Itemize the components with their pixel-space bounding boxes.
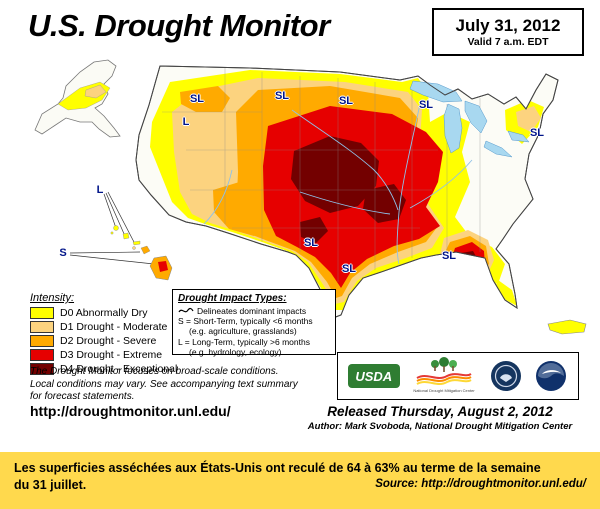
ndmc-logo-caption: National Drought Mitigation Center <box>414 388 476 393</box>
ndmc-logo: National Drought Mitigation Center <box>414 357 476 393</box>
legend-swatch-d2 <box>30 335 54 347</box>
legend-title: Intensity: <box>30 292 75 304</box>
caption-line1: Les superficies asséchées aux États-Unis… <box>14 461 541 475</box>
legend-item-d1: D1 Drought - Moderate <box>30 321 177 333</box>
usda-logo-text: USDA <box>355 368 393 384</box>
conus-map <box>135 65 559 319</box>
map-impact-label-l: L <box>182 116 190 128</box>
page-title: U.S. Drought Monitor <box>28 8 330 43</box>
release-author: Author: Mark Svoboda, National Drought M… <box>307 421 573 432</box>
legend-item-d4: D4 Drought - Exceptional <box>30 363 177 375</box>
legend-item-d3: D3 Drought - Extreme <box>30 349 177 361</box>
release-date: Released Thursday, August 2, 2012 <box>327 404 553 419</box>
map-impact-label-sl: SL <box>189 93 205 105</box>
doc-seal-logo <box>490 361 521 391</box>
impact-delineates-row: Delineates dominant impacts <box>178 306 330 316</box>
map-impact-label-sl: SL <box>274 90 290 102</box>
map-impact-label-s: S <box>59 247 67 259</box>
legend-label: D0 Abnormally Dry <box>60 307 148 319</box>
map-impact-label-sl: SL <box>441 250 457 262</box>
legend-items: D0 Abnormally Dry D1 Drought - Moderate D2… <box>30 307 177 375</box>
us-drought-map: SL L SL SL SL SL SL SL SL L S <box>0 52 600 342</box>
legend-item-d0: D0 Abnormally Dry <box>30 307 177 319</box>
map-impact-label-sl: SL <box>338 95 354 107</box>
map-impact-label-sl: SL <box>529 127 545 139</box>
release-info: Released Thursday, August 2, 2012 Author… <box>290 404 590 432</box>
legend-swatch-d4 <box>30 363 54 375</box>
map-impact-label-sl: SL <box>303 237 319 249</box>
legend-swatch-d3 <box>30 349 54 361</box>
legend-item-d2: D2 Drought - Severe <box>30 335 177 347</box>
map-labels: SL L SL SL SL SL SL SL SL L S <box>0 52 600 342</box>
valid-time: Valid 7 a.m. EDT <box>467 36 549 48</box>
d4-layer <box>291 136 478 267</box>
caption-line2: du 31 juillet. <box>14 478 87 492</box>
drought-map-svg <box>34 59 587 335</box>
legend-label: D1 Drought - Moderate <box>60 321 168 333</box>
state-borders <box>162 68 481 282</box>
alaska-inset <box>34 59 121 138</box>
map-impact-label-sl: SL <box>341 263 357 275</box>
impact-types-box: Drought Impact Types: Delineates dominan… <box>172 289 336 357</box>
intensity-legend: Intensity: D0 Abnormally Dry D1 Drought -… <box>30 292 177 377</box>
squiggle-icon <box>178 307 194 313</box>
hawaii-leader-lines <box>69 191 155 265</box>
caption-source: Source: http://droughtmonitor.unl.edu/ <box>375 478 586 490</box>
legend-label: D3 Drought - Extreme <box>60 349 163 361</box>
legend-label: D2 Drought - Severe <box>60 335 157 347</box>
legend-label: D4 Drought - Exceptional <box>60 363 178 375</box>
caption-banner: Les superficies asséchées aux États-Unis… <box>0 452 600 509</box>
caption-row: du 31 juillet. Source: http://droughtmon… <box>14 478 586 492</box>
date-box: July 31, 2012 Valid 7 a.m. EDT <box>432 8 584 56</box>
impact-types-title: Drought Impact Types: <box>178 293 287 304</box>
impact-long-term: L = Long-Term, typically >6 months <box>178 336 310 347</box>
noaa-logo <box>536 361 567 391</box>
map-impact-label-sl: SL <box>418 99 434 111</box>
rivers <box>203 103 473 265</box>
report-date: July 31, 2012 <box>455 16 561 35</box>
legend-swatch-d0 <box>30 307 54 319</box>
puerto-rico-inset <box>547 319 587 335</box>
monitor-url: http://droughtmonitor.unl.edu/ <box>30 403 231 419</box>
usda-logo: USDA <box>347 364 400 388</box>
impact-short-term-eg: (e.g. agriculture, grasslands) <box>189 326 297 337</box>
legend-swatch-d1 <box>30 321 54 333</box>
great-lakes <box>409 80 530 158</box>
agency-logos-box: USDA National Drought Mitigation Center <box>337 352 579 400</box>
map-impact-label-l: L <box>96 184 104 196</box>
impact-delineates: Delineates dominant impacts <box>197 306 307 316</box>
disclaimer-notes: The Drought Monitor focuses on broad-sca… <box>30 366 298 402</box>
hawaii-inset <box>69 191 173 281</box>
impact-long-term-eg: (e.g. hydrology, ecology) <box>189 346 282 357</box>
impact-short-term: S = Short-Term, typically <6 months <box>178 316 313 327</box>
